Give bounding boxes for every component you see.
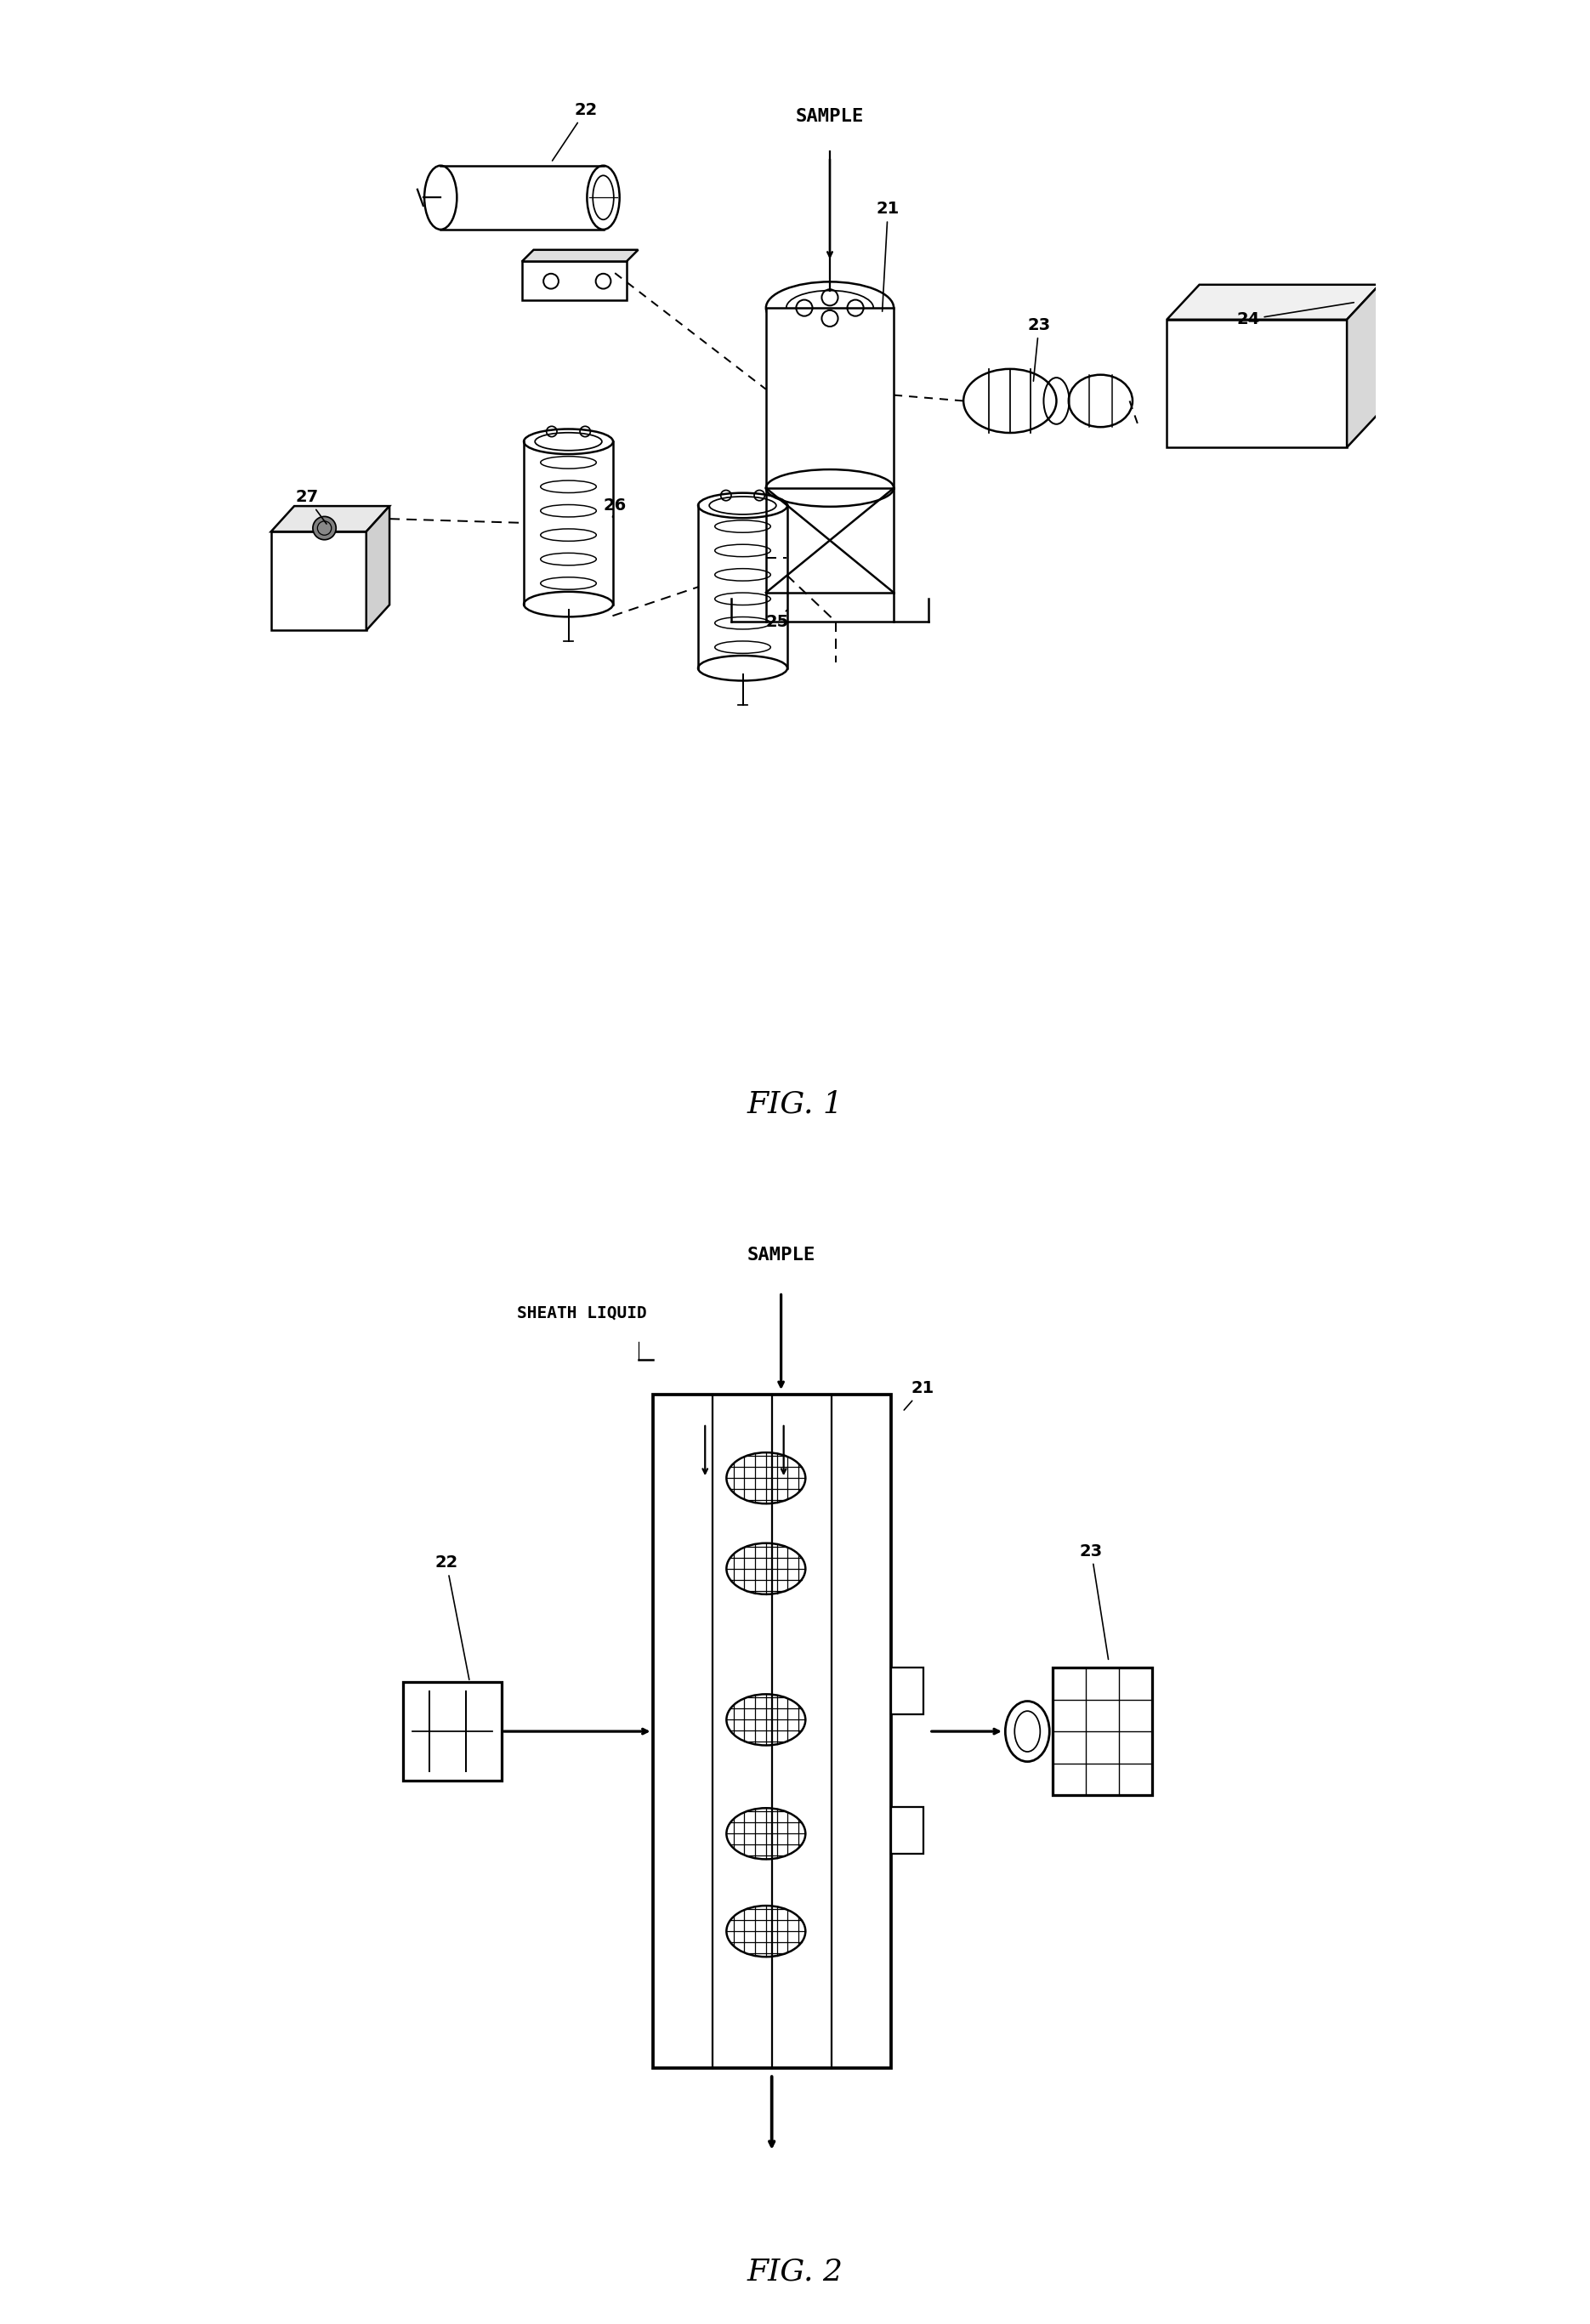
Circle shape [313,516,335,539]
Text: 22: 22 [552,102,598,160]
Text: FIG. 2: FIG. 2 [747,2257,843,2287]
FancyBboxPatch shape [1167,321,1347,446]
Text: 22: 22 [434,1555,469,1680]
Text: SHEATH LIQUID: SHEATH LIQUID [517,1306,647,1320]
Polygon shape [270,507,390,532]
FancyBboxPatch shape [270,532,366,630]
FancyBboxPatch shape [652,1394,890,2068]
Polygon shape [766,309,894,488]
Text: 21: 21 [905,1380,935,1411]
Text: 23: 23 [1080,1543,1108,1659]
Text: 21: 21 [876,202,900,311]
FancyBboxPatch shape [402,1683,501,1780]
Text: SAMPLE: SAMPLE [795,107,863,125]
Polygon shape [522,260,626,300]
Circle shape [318,521,331,535]
Text: 24: 24 [1237,302,1353,328]
Text: SAMPLE: SAMPLE [747,1246,816,1264]
Text: 26: 26 [603,497,626,516]
Text: 23: 23 [1027,318,1051,381]
Polygon shape [1347,286,1380,446]
FancyBboxPatch shape [890,1669,924,1715]
FancyBboxPatch shape [1053,1669,1151,1794]
Text: 25: 25 [766,611,789,630]
Polygon shape [1167,286,1380,321]
Text: 27: 27 [296,490,326,523]
Polygon shape [522,249,638,260]
Polygon shape [366,507,390,630]
Text: FIG. 1: FIG. 1 [747,1090,843,1118]
FancyBboxPatch shape [890,1808,924,1855]
